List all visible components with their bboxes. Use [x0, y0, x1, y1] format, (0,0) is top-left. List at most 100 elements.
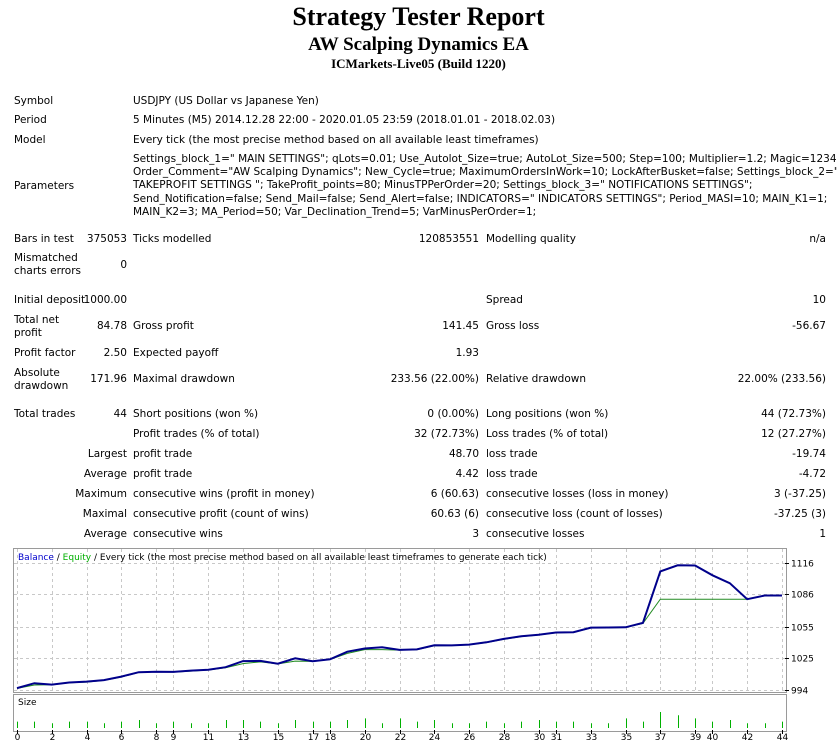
ea-name: AW Scalping Dynamics EA	[308, 34, 529, 55]
x-tick-label: 35	[621, 733, 632, 743]
x-tick-label: 42	[742, 733, 753, 743]
loss-trades-value: 12 (27.27%)	[761, 428, 826, 440]
x-tick-label: 40	[707, 733, 719, 743]
x-tick-label: 24	[429, 733, 441, 743]
avg-profit-value: 4.42	[455, 468, 479, 480]
y-tick-label: 994	[791, 687, 808, 697]
largest-profit-value: 48.70	[448, 448, 479, 460]
max-cons-losses-value: 3 (-37.25)	[773, 488, 826, 500]
long-positions-value: 44 (72.73%)	[761, 408, 826, 420]
quality-value: n/a	[809, 233, 826, 245]
avg-cons-wins-label: consecutive wins	[133, 528, 223, 540]
rel-drawdown-label: Relative drawdown	[486, 373, 587, 385]
avg-cons-losses-value: 1	[819, 528, 826, 540]
maximal-loss-value: -37.25 (3)	[773, 508, 826, 520]
net-profit-label: Total net	[14, 314, 60, 326]
parameters-line: TAKEPROFIT SETTINGS "; TakeProfit_points…	[133, 179, 753, 192]
max-cons-wins-value: 6 (60.63)	[430, 488, 479, 500]
long-positions-label: Long positions (won %)	[486, 408, 609, 420]
mismatch-label: Mismatched	[14, 252, 78, 264]
x-tick-label: 20	[360, 733, 372, 743]
x-tick-label: 22	[395, 733, 406, 743]
spread-label: Spread	[486, 294, 523, 306]
x-tick-label: 39	[690, 733, 702, 743]
x-tick-label: 4	[85, 733, 91, 743]
bars-label: Bars in test	[14, 233, 74, 245]
balance-chart-panel	[13, 548, 787, 693]
largest-loss-value: -19.74	[792, 448, 826, 460]
x-tick-label: 8	[154, 733, 160, 743]
y-tick-label: 1116	[791, 560, 814, 570]
x-tick-label: 33	[586, 733, 597, 743]
x-tick-label: 30	[534, 733, 546, 743]
period-label: Period	[14, 114, 47, 126]
gross-profit-value: 141.45	[442, 320, 479, 332]
maximal-label: Maximal	[82, 508, 127, 520]
x-tick-label: 17	[308, 733, 319, 743]
x-tick-label: 28	[499, 733, 511, 743]
avg-loss-value: -4.72	[798, 468, 826, 480]
model-value: Every tick (the most precise method base…	[133, 134, 539, 146]
quality-label: Modelling quality	[486, 233, 576, 245]
maximum-label: Maximum	[75, 488, 127, 500]
abs-drawdown-label-2: drawdown	[14, 380, 69, 392]
net-profit-value: 84.78	[96, 320, 127, 332]
max-cons-wins-label: consecutive wins (profit in money)	[133, 488, 315, 500]
largest-profit-label: profit trade	[133, 448, 193, 460]
deposit-label: Initial deposit	[14, 294, 86, 306]
mismatch-value: 0	[120, 259, 127, 271]
ticks-value: 120853551	[418, 233, 479, 245]
avg-profit-label: profit trade	[133, 468, 193, 480]
short-positions-label: Short positions (won %)	[133, 408, 259, 420]
x-tick-label: 26	[464, 733, 476, 743]
loss-trades-label: Loss trades (% of total)	[486, 428, 609, 440]
short-positions-value: 0 (0.00%)	[427, 408, 479, 420]
net-profit-label-2: profit	[14, 327, 42, 339]
max-cons-losses-label: consecutive losses (loss in money)	[486, 488, 669, 500]
total-trades-value: 44	[113, 408, 127, 420]
maximal-profit-value: 60.63 (6)	[430, 508, 479, 520]
maximal-profit-label: consecutive profit (count of wins)	[133, 508, 309, 520]
parameters-line: Settings_block_1=" MAIN SETTINGS"; qLots…	[133, 153, 837, 165]
parameters-line: Order_Comment="AW Scalping Dynamics"; Ne…	[133, 166, 837, 179]
y-tick-label: 1025	[791, 655, 814, 665]
gross-loss-label: Gross loss	[486, 320, 540, 332]
avg-cons-wins-value: 3	[472, 528, 479, 540]
parameters-line: MAIN_K2=3; MA_Period=50; Var_Declination…	[133, 205, 537, 218]
y-tick-label: 1086	[791, 591, 814, 601]
largest-loss-label: loss trade	[486, 448, 538, 460]
average-cons-label: Average	[83, 528, 127, 540]
profit-factor-label: Profit factor	[14, 347, 76, 359]
rel-drawdown-value: 22.00% (233.56)	[737, 373, 826, 385]
parameters-value: Settings_block_1=" MAIN SETTINGS"; qLots…	[133, 153, 837, 219]
parameters-line: Send_Notification=false; Send_Mail=false…	[133, 192, 828, 205]
largest-label: Largest	[87, 448, 127, 460]
x-tick-label: 37	[655, 733, 666, 743]
abs-drawdown-value: 171.96	[90, 373, 127, 385]
avg-loss-label: loss trade	[486, 468, 538, 480]
gross-loss-value: -56.67	[792, 320, 826, 332]
avg-cons-losses-label: consecutive losses	[486, 528, 585, 540]
x-tick-label: 6	[119, 733, 125, 743]
model-label: Model	[14, 134, 46, 146]
x-tick-label: 2	[50, 733, 56, 743]
x-tick-label: 31	[551, 733, 562, 743]
expected-payoff-value: 1.93	[455, 347, 479, 359]
server-build: ICMarkets-Live05 (Build 1220)	[331, 56, 506, 71]
deposit-value: 1000.00	[83, 294, 127, 306]
symbol-value: USDJPY (US Dollar vs Japanese Yen)	[133, 95, 319, 107]
profit-factor-value: 2.50	[103, 347, 127, 359]
x-tick-label: 15	[273, 733, 284, 743]
max-drawdown-value: 233.56 (22.00%)	[390, 373, 479, 385]
x-tick-label: 44	[777, 733, 789, 743]
profit-trades-label: Profit trades (% of total)	[133, 428, 260, 440]
gross-profit-label: Gross profit	[133, 320, 194, 332]
x-tick-label: 0	[15, 733, 21, 743]
abs-drawdown-label: Absolute	[14, 367, 60, 379]
mismatch-label-2: charts errors	[14, 265, 81, 277]
x-tick-label: 9	[171, 733, 177, 743]
x-tick-label: 11	[203, 733, 214, 743]
report-title: Strategy Tester Report	[292, 2, 545, 31]
size-panel	[13, 694, 787, 732]
parameters-label: Parameters	[14, 180, 75, 192]
